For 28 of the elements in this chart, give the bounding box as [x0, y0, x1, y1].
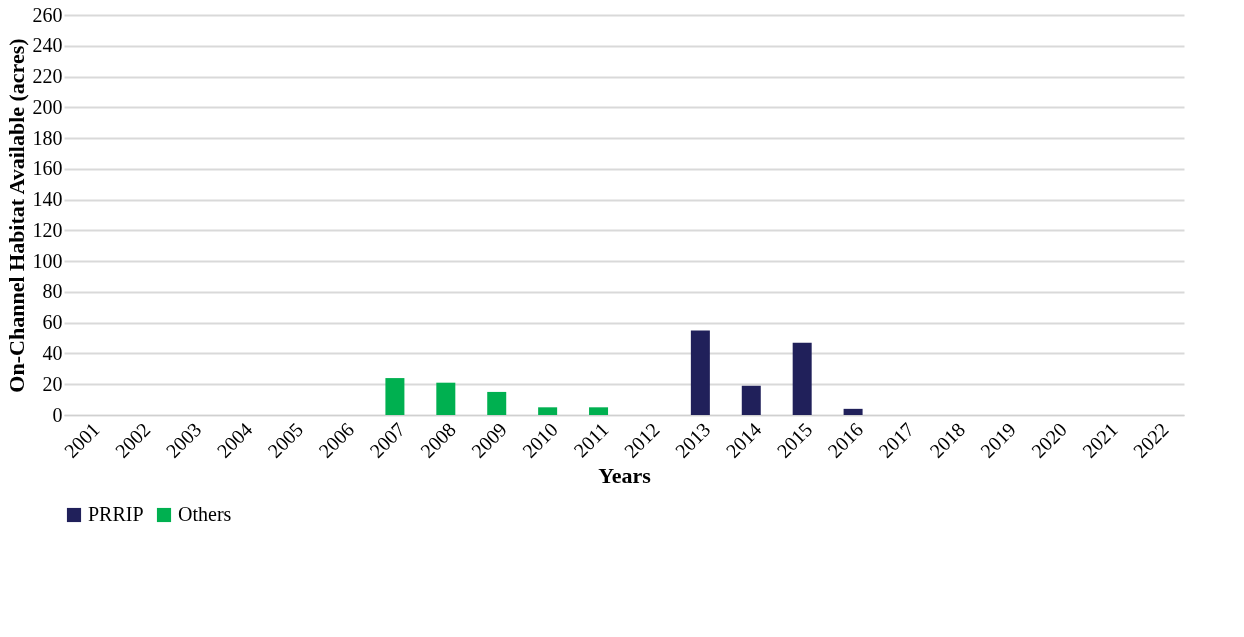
- bar: [741, 385, 761, 415]
- x-tick-label: 2011: [569, 418, 613, 462]
- y-tick-label: 200: [32, 95, 63, 118]
- y-tick-label: 100: [32, 249, 63, 272]
- bar: [538, 407, 558, 415]
- y-tick-label: 180: [32, 126, 63, 149]
- y-tick-label: 220: [32, 65, 63, 88]
- y-tick-label: 260: [32, 3, 63, 26]
- y-tick-label: 80: [42, 280, 63, 303]
- y-tick-label: 140: [32, 188, 63, 211]
- legend-label: Others: [178, 503, 232, 525]
- y-tick-label: 60: [42, 311, 63, 334]
- bar: [385, 378, 405, 415]
- y-axis-title: On-Channel Habitat Available (acres): [3, 38, 29, 393]
- bar: [843, 408, 863, 415]
- legend-label: PRRIP: [88, 503, 144, 525]
- bar: [792, 342, 812, 415]
- bar: [690, 330, 710, 415]
- y-tick-label: 240: [32, 34, 63, 57]
- y-tick-label: 0: [52, 403, 63, 426]
- y-tick-label: 160: [32, 157, 63, 180]
- y-tick-label: 20: [42, 372, 63, 395]
- x-axis-title: Years: [598, 462, 652, 488]
- bar: [487, 391, 507, 415]
- bar: [589, 407, 609, 415]
- bar: [436, 382, 456, 415]
- y-tick-label: 120: [32, 218, 63, 241]
- y-tick-label: 40: [42, 341, 63, 364]
